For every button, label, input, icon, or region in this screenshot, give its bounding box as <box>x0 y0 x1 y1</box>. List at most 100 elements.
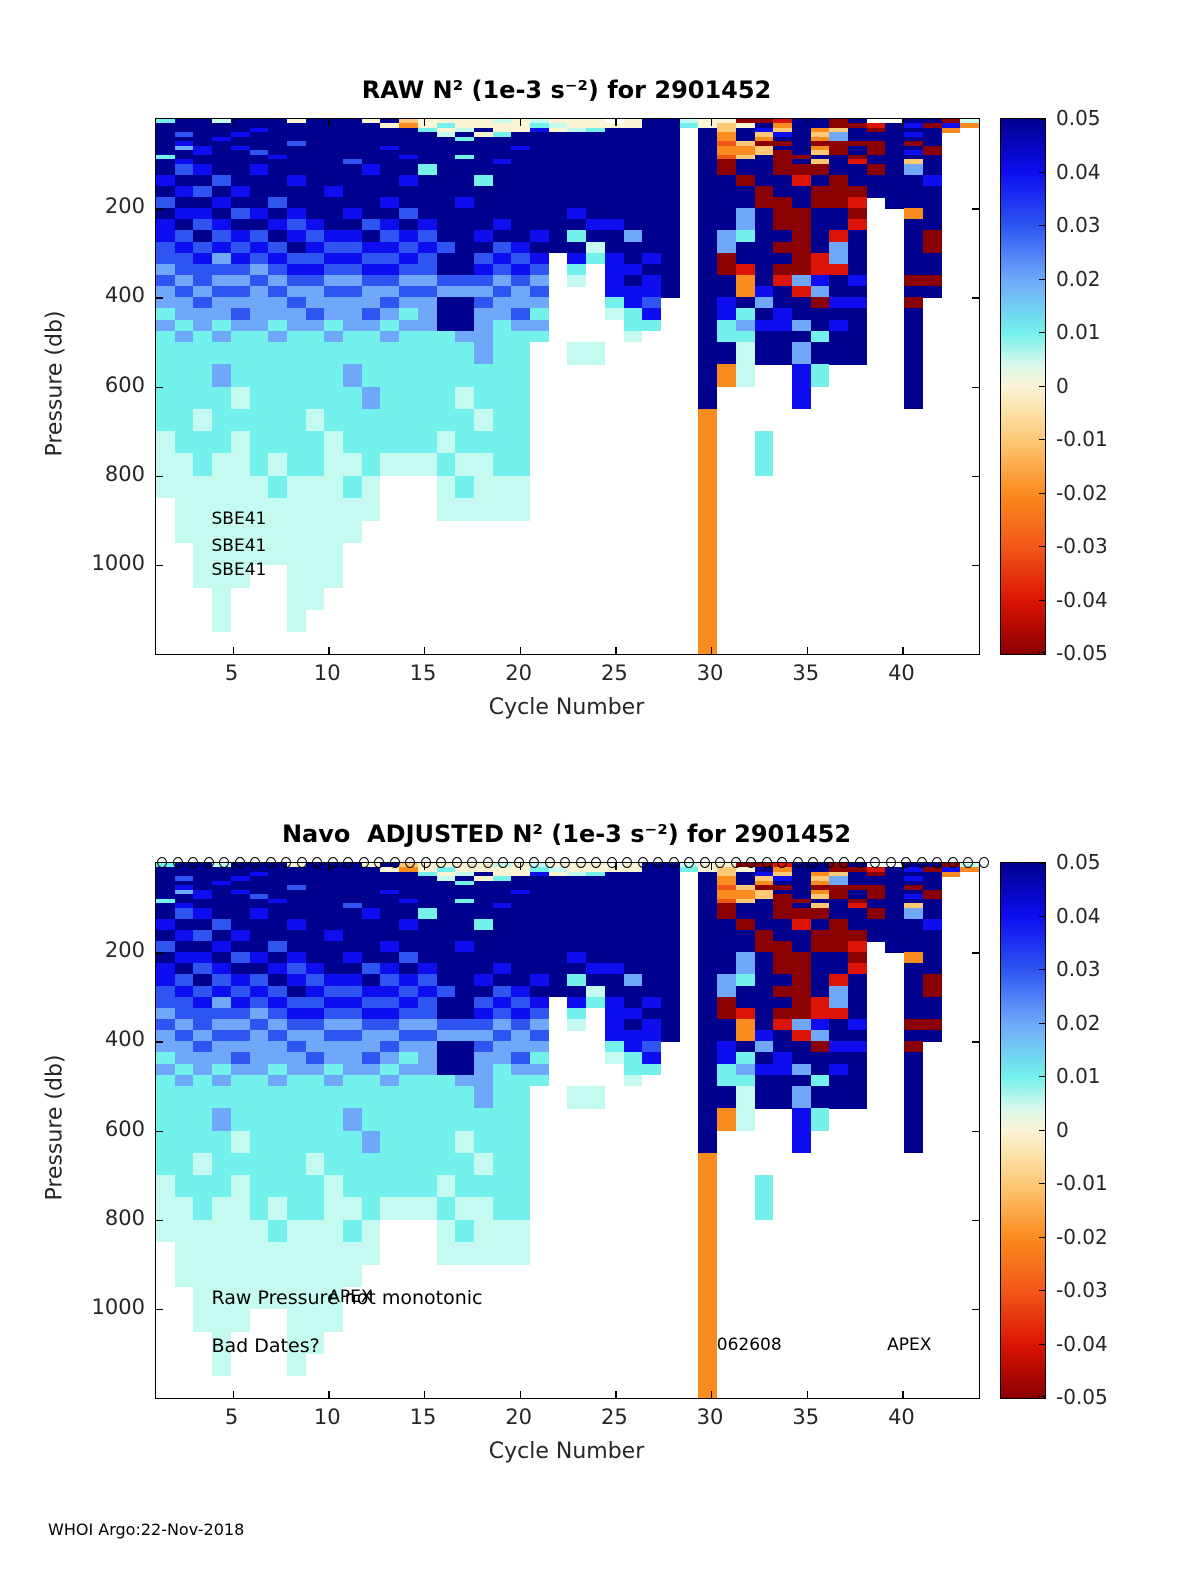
heatmap-cell <box>660 974 680 987</box>
heatmap-cell <box>473 1030 493 1042</box>
heatmap-cell <box>698 1108 718 1131</box>
heatmap-cell <box>455 475 474 499</box>
heatmap-cell <box>586 119 605 124</box>
heatmap-cell <box>624 1309 643 1332</box>
heatmap-cell <box>399 941 418 953</box>
heatmap-cell <box>436 863 456 868</box>
heatmap-cell <box>399 174 418 187</box>
heatmap-cell <box>361 880 381 886</box>
heatmap-cell <box>193 1074 213 1087</box>
heatmap-row <box>156 564 979 588</box>
heatmap-cell <box>399 885 418 891</box>
heatmap-cell <box>174 1063 194 1076</box>
heatmap-cell <box>530 132 549 138</box>
heatmap-cell <box>324 1152 344 1176</box>
heatmap-cell <box>642 867 661 873</box>
heatmap-cell <box>492 159 512 165</box>
heatmap-cell <box>530 1331 549 1354</box>
heatmap-cell <box>604 127 624 133</box>
heatmap-cell <box>604 141 624 147</box>
heatmap-cell <box>922 903 942 909</box>
heatmap-cell <box>661 1086 680 1109</box>
heatmap-cell <box>586 297 605 309</box>
heatmap-cell <box>324 275 344 287</box>
heatmap-cell <box>492 497 512 521</box>
heatmap-cell <box>755 565 774 588</box>
heatmap-cell <box>829 252 849 265</box>
heatmap-cell <box>249 219 269 231</box>
heatmap-cell <box>193 903 213 909</box>
heatmap-cell <box>904 996 923 1009</box>
heatmap-cell <box>343 952 362 964</box>
heatmap-cell <box>848 871 867 877</box>
heatmap-cell <box>399 1197 418 1221</box>
heatmap-cell <box>661 453 680 476</box>
heatmap-cell <box>773 150 792 156</box>
heatmap-cell <box>380 1376 399 1399</box>
heatmap-cell <box>511 252 531 265</box>
heatmap-cell <box>361 145 381 151</box>
heatmap-cell <box>735 185 755 198</box>
heatmap-cell <box>904 1130 923 1154</box>
heatmap-cell <box>604 263 624 276</box>
heatmap-cell <box>193 1063 213 1076</box>
heatmap-cell <box>455 208 474 220</box>
heatmap-cell <box>380 1030 400 1042</box>
heatmap-cell <box>212 1052 231 1065</box>
heatmap-cell <box>567 903 587 909</box>
heatmap-cell <box>212 185 231 198</box>
heatmap-cell <box>773 1063 792 1076</box>
heatmap-cell <box>623 889 643 895</box>
heatmap-cell <box>417 1063 437 1076</box>
heatmap-cell <box>212 1331 231 1354</box>
heatmap-cell <box>698 1219 718 1243</box>
heatmap-cell <box>193 208 213 220</box>
heatmap-cell <box>717 1108 736 1131</box>
heatmap-cell <box>530 1074 549 1087</box>
heatmap-cell <box>698 1152 718 1176</box>
cycle-marker-circle-icon <box>653 857 663 868</box>
heatmap-cell <box>922 1030 942 1042</box>
cycle-marker-circle-icon <box>389 857 400 868</box>
heatmap-cell <box>942 1287 961 1310</box>
heatmap-cell <box>193 136 213 142</box>
heatmap-cell <box>286 1197 306 1221</box>
heatmap-cell <box>492 341 512 365</box>
heatmap-cell <box>661 387 680 410</box>
heatmap-cell <box>530 119 549 124</box>
heatmap-cell <box>174 145 194 151</box>
heatmap-cell <box>942 242 961 254</box>
x-tick-mark <box>615 119 617 126</box>
heatmap-cell <box>399 330 418 343</box>
heatmap-cell <box>848 1220 867 1243</box>
heatmap-cell <box>960 286 979 298</box>
heatmap-cell <box>885 885 905 891</box>
heatmap-cell <box>717 1019 736 1031</box>
heatmap-cell <box>212 163 231 176</box>
heatmap-cell <box>193 1130 213 1154</box>
heatmap-cell <box>156 230 175 243</box>
heatmap-cell <box>417 1130 437 1154</box>
heatmap-cell <box>268 286 287 298</box>
heatmap-cell <box>530 587 549 610</box>
colorbar-tick-label: -0.03 <box>1056 534 1108 558</box>
heatmap-cell <box>960 387 979 410</box>
heatmap-cell <box>193 609 212 632</box>
heatmap-cell <box>624 1153 643 1176</box>
heatmap-cell <box>698 903 718 909</box>
heatmap-cell <box>156 632 175 655</box>
heatmap-cell <box>286 230 306 243</box>
heatmap-cell <box>735 230 755 243</box>
heatmap-cell <box>174 1007 194 1020</box>
heatmap-cell <box>829 498 848 521</box>
heatmap-cell <box>268 894 287 900</box>
heatmap-cell <box>455 219 474 231</box>
heatmap-cell <box>810 297 830 309</box>
heatmap-cell <box>399 1074 418 1087</box>
heatmap-cell <box>399 275 418 287</box>
heatmap-cell <box>867 1331 886 1354</box>
heatmap-cell <box>810 1041 830 1053</box>
heatmap-cell <box>735 252 755 265</box>
cycle-marker-circle-icon <box>312 857 322 868</box>
heatmap-cell <box>717 208 736 220</box>
